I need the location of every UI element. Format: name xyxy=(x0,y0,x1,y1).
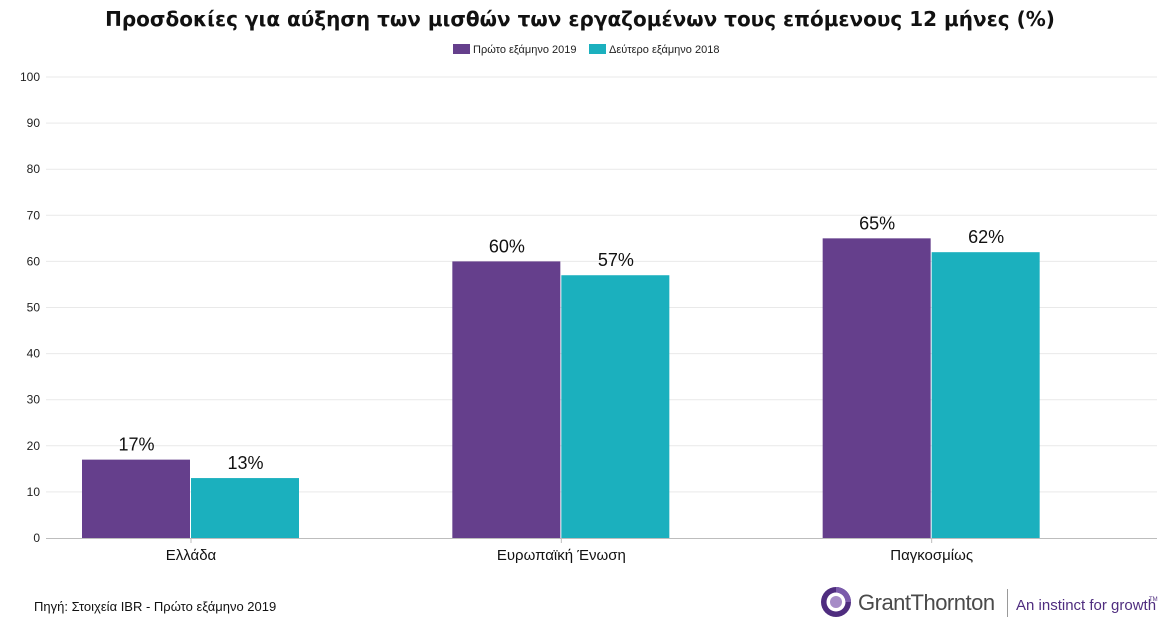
logo-tagline: An instinct for growth xyxy=(1016,597,1156,614)
grant-thornton-logo: GrantThornton An instinct for growth TM xyxy=(821,587,1158,617)
y-tick-label: 0 xyxy=(33,531,40,545)
y-tick-label: 80 xyxy=(27,162,41,176)
data-label: 17% xyxy=(118,435,154,455)
data-label: 60% xyxy=(489,236,525,256)
x-axis: Ελλάδα Ευρωπαϊκή Ένωση Παγκοσμίως xyxy=(166,538,973,564)
y-tick-label: 60 xyxy=(27,254,41,268)
y-tick-label: 100 xyxy=(20,70,40,84)
data-label: 13% xyxy=(227,453,263,473)
bar xyxy=(82,459,190,538)
y-axis: 0 10 20 30 40 50 60 70 80 90 100 xyxy=(20,70,1157,545)
y-tick-label: 50 xyxy=(27,301,41,315)
legend: Πρώτο εξάμηνο 2019 Δεύτερο εξάμηνο 2018 xyxy=(453,44,719,56)
legend-swatch xyxy=(589,44,606,54)
legend-label: Δεύτερο εξάμηνο 2018 xyxy=(609,44,719,56)
y-tick-label: 20 xyxy=(27,439,41,453)
bar xyxy=(561,275,670,538)
grant-thornton-logo-icon xyxy=(821,587,851,617)
logo-trademark: TM xyxy=(1149,597,1158,603)
logo-divider xyxy=(1007,589,1008,617)
bar xyxy=(191,478,299,538)
legend-swatch xyxy=(453,44,470,54)
data-label: 65% xyxy=(859,213,895,233)
y-tick-label: 90 xyxy=(27,116,41,130)
logo-brand-text: GrantThornton xyxy=(858,590,995,615)
bar xyxy=(822,238,931,538)
bar xyxy=(452,261,561,538)
x-tick-label: Παγκοσμίως xyxy=(890,547,973,564)
x-tick-label: Ευρωπαϊκή Ένωση xyxy=(497,547,626,564)
chart-title: Προσδοκίες για αύξηση των μισθών των εργ… xyxy=(105,7,1055,31)
bars xyxy=(82,238,1040,538)
source-note: Πηγή: Στοιχεία IBR - Πρώτο εξάμηνο 2019 xyxy=(34,599,276,614)
bar xyxy=(931,252,1040,538)
y-tick-label: 10 xyxy=(27,485,41,499)
legend-label: Πρώτο εξάμηνο 2019 xyxy=(473,44,577,56)
y-tick-label: 30 xyxy=(27,393,41,407)
x-tick-label: Ελλάδα xyxy=(166,547,217,564)
y-tick-label: 70 xyxy=(27,208,41,222)
y-tick-label: 40 xyxy=(27,347,41,361)
data-label: 62% xyxy=(968,227,1004,247)
data-label: 57% xyxy=(598,250,634,270)
data-labels: 17% 13% 60% 57% 65% 62% xyxy=(118,213,1004,473)
